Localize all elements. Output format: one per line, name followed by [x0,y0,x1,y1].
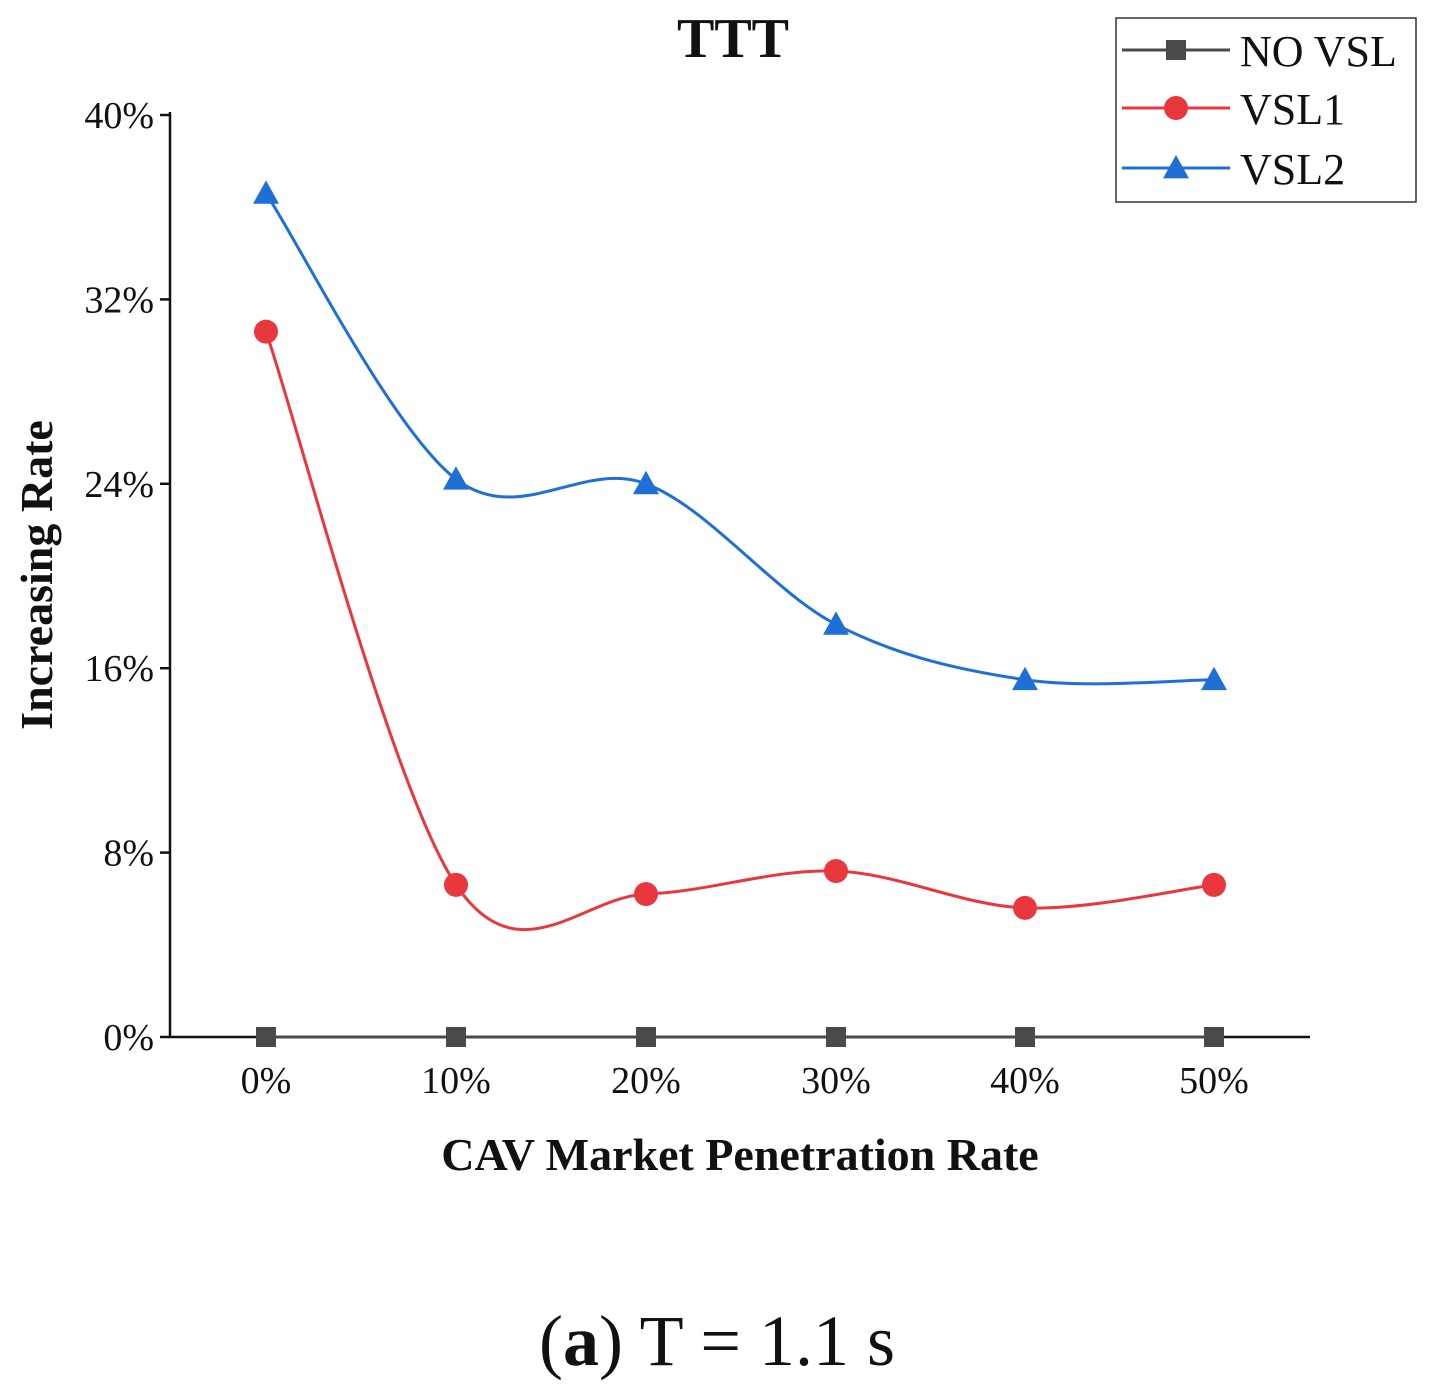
caption-text: T = 1.1 s [622,1301,895,1381]
legend-marker [1163,155,1189,179]
x-tick-label: 40% [990,1060,1060,1102]
data-point [1015,1027,1035,1047]
series-no-vsl [256,1027,1224,1047]
caption-paren-open: ( [539,1301,563,1381]
series-line [264,331,1215,932]
data-point [446,1027,466,1047]
series-vsl1 [254,319,1226,932]
x-tick-label: 10% [421,1060,491,1102]
y-axis-ticks: 0% 8% 16% 24% 32% 40% [84,95,170,1059]
y-tick-label: 24% [84,464,154,506]
data-point [1204,1027,1224,1047]
data-point [253,180,279,204]
data-point [254,319,278,344]
series-line [264,192,1215,686]
y-tick-label: 16% [84,648,154,690]
line-chart: TTT 0% 8% 16% 24% 32% 40% 0% 10% 20% 30% 40% 50% I… [11,8,1417,1180]
figure-caption: (a) T = 1.1 s [0,1300,1434,1383]
data-point [826,1027,846,1047]
series-layer [253,180,1227,1047]
y-tick-label: 32% [84,279,154,321]
data-point [633,470,659,495]
x-tick-label: 20% [611,1060,681,1102]
x-tick-label: 30% [801,1060,871,1102]
legend: NO VSL VSL1 VSL2 [1115,17,1417,203]
x-tick-label: 0% [241,1060,292,1102]
legend-label: VSL2 [1240,145,1345,194]
data-point [1013,895,1037,920]
data-point [444,872,468,897]
data-point [824,859,848,884]
legend-marker [1166,40,1186,60]
caption-paren-close: ) [598,1301,623,1381]
legend-item: NO VSL [1122,27,1397,76]
data-point [636,1027,656,1047]
legend-item: VSL1 [1122,85,1345,134]
data-point [1201,666,1227,691]
data-point [256,1027,276,1047]
legend-label: VSL1 [1240,85,1345,134]
data-point [1012,666,1038,691]
y-tick-label: 40% [84,95,154,137]
data-point [443,466,469,490]
y-tick-label: 0% [103,1017,154,1059]
data-point [1202,872,1226,897]
caption-label: a [562,1301,599,1381]
legend-item: VSL2 [1122,145,1345,194]
legend-marker [1164,96,1188,120]
x-axis-label: CAV Market Penetration Rate [441,1129,1038,1180]
x-tick-label: 50% [1179,1060,1249,1102]
chart-title: TTT [677,8,789,70]
legend-label: NO VSL [1240,27,1397,76]
series-vsl2 [253,180,1227,691]
x-axis-ticks: 0% 10% 20% 30% 40% 50% [241,1037,1249,1102]
data-point [823,611,849,635]
y-tick-label: 8% [103,833,154,875]
data-point [634,882,658,907]
y-axis-label: Increasing Rate [11,420,62,730]
